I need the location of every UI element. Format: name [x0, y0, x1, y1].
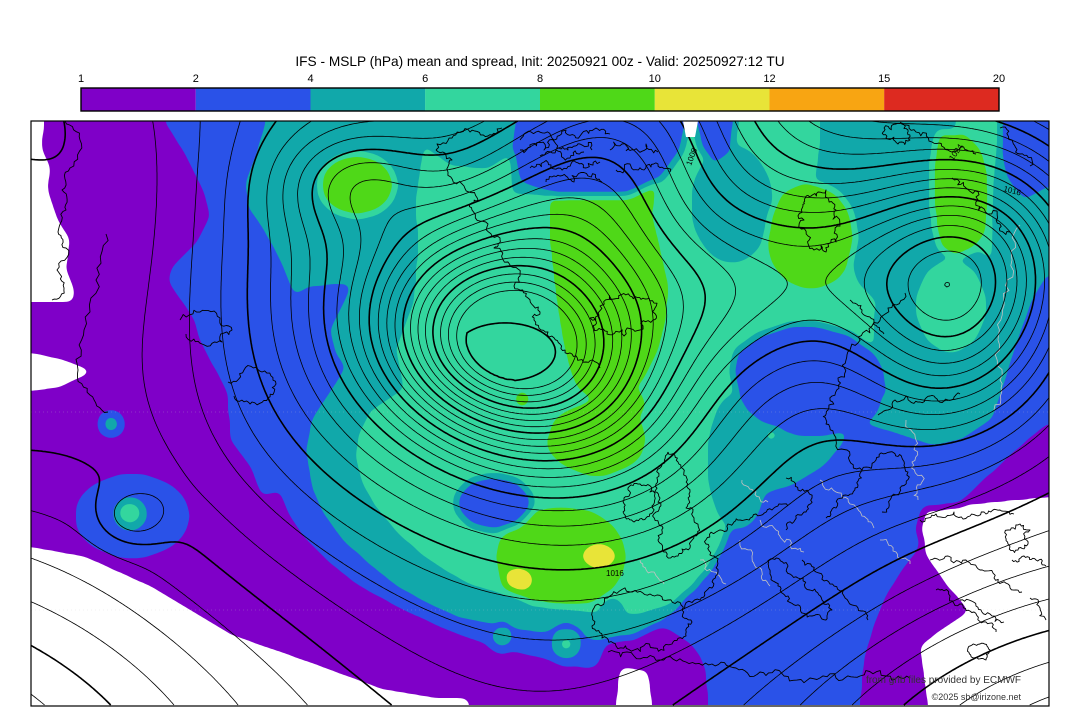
svg-text:8: 8: [537, 73, 543, 85]
svg-text:6: 6: [422, 73, 428, 85]
svg-text:4: 4: [307, 73, 313, 85]
svg-text:©2025 sb@irizone.net: ©2025 sb@irizone.net: [932, 692, 1022, 702]
svg-text:10: 10: [649, 73, 661, 85]
svg-text:2: 2: [193, 73, 199, 85]
svg-text:20: 20: [993, 73, 1005, 85]
svg-text:from grib files provided by EC: from grib files provided by ECMWF: [866, 675, 1021, 686]
svg-text:IFS - MSLP (hPa) mean and spre: IFS - MSLP (hPa) mean and spread, Init: …: [295, 54, 784, 69]
svg-text:1: 1: [78, 73, 84, 85]
svg-text:1016: 1016: [606, 569, 624, 578]
svg-text:12: 12: [763, 73, 775, 85]
svg-text:15: 15: [878, 73, 890, 85]
